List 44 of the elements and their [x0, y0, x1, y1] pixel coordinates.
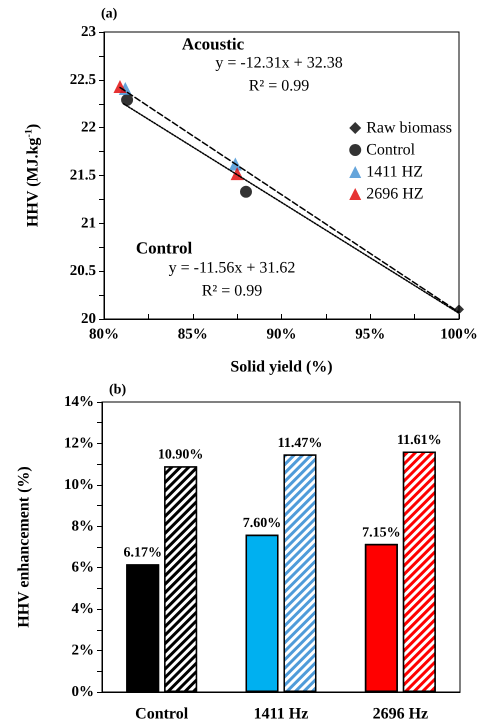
- y-tick-label: 21: [81, 215, 96, 232]
- legend-label: Control: [366, 142, 416, 158]
- data-label: 7.15%: [362, 525, 401, 540]
- y-tick-label: 12%: [64, 435, 94, 452]
- y-tick-label: 14%: [64, 394, 94, 410]
- y-tick-label: 22.5: [70, 72, 96, 88]
- y-tick-label: 4%: [72, 601, 94, 618]
- chart-title: (a): [101, 6, 118, 22]
- y-axis-title: HHV enhancement (%): [16, 466, 32, 628]
- x-tick-label: Control: [135, 706, 189, 722]
- data-label: 6.17%: [123, 546, 162, 561]
- y-tick-label: 0%: [72, 684, 94, 700]
- legend-label: 1411 HZ: [366, 164, 423, 180]
- data-label: 11.47%: [278, 436, 322, 451]
- chart-title: (b): [109, 382, 126, 398]
- annotation: y = -11.56x + 31.62: [168, 260, 296, 276]
- annotation: Acoustic: [182, 34, 245, 54]
- x-tick-label: 90%: [266, 326, 296, 342]
- y-tick-label: 8%: [72, 518, 94, 534]
- y-tick-label: 6%: [72, 560, 94, 576]
- x-tick-label: 95%: [355, 326, 386, 342]
- annotation: y = -12.31x + 32.38: [215, 54, 343, 72]
- data-label: 7.60%: [242, 516, 282, 532]
- y-axis-title: HHV (MJ.kg-1): [24, 124, 42, 228]
- annotation: Control: [136, 238, 192, 258]
- data-label: 11.61%: [396, 433, 442, 448]
- legend-label: Raw biomass: [366, 120, 452, 136]
- y-tick-label: 22: [81, 120, 96, 136]
- y-tick-label: 21.5: [70, 168, 96, 184]
- y-tick-label: 10%: [64, 476, 94, 493]
- annotation: R² = 0.99: [248, 78, 310, 94]
- legend-label: 2696 HZ: [366, 186, 424, 202]
- x-tick-label: 85%: [178, 326, 208, 342]
- x-tick-label: 1411 Hz: [254, 706, 308, 722]
- x-tick-label: 80%: [89, 326, 119, 342]
- x-axis-title: Solid yield (%): [230, 358, 333, 376]
- data-label: 10.90%: [158, 448, 204, 463]
- x-tick-label: 100%: [440, 326, 478, 342]
- y-tick-label: 2%: [72, 642, 94, 659]
- y-tick-label: 20.5: [70, 263, 96, 280]
- y-tick-label: 20: [81, 311, 96, 327]
- x-tick-label: 2696 Hz: [372, 706, 428, 722]
- y-tick-label: 23: [81, 24, 96, 40]
- annotation: R² = 0.99: [202, 282, 262, 300]
